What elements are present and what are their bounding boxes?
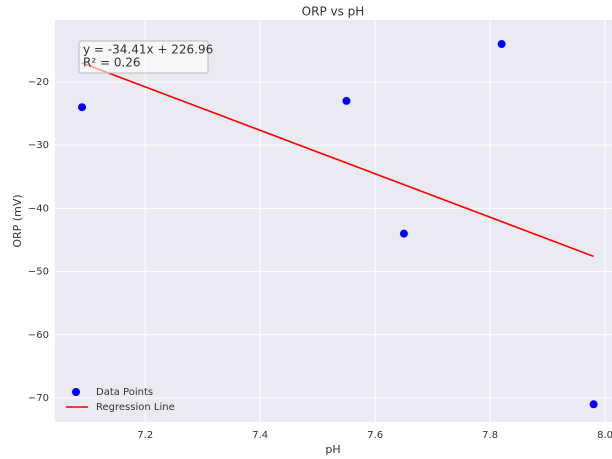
x-axis-label: pH	[325, 443, 340, 456]
x-tick-label: 7.8	[482, 430, 498, 441]
y-axis-label: ORP (mV)	[11, 194, 24, 247]
chart-title: ORP vs pH	[302, 5, 365, 19]
y-tick-label: −30	[28, 140, 49, 151]
x-tick-label: 8.0	[597, 430, 612, 441]
annotation-text: R² = 0.26	[83, 56, 141, 70]
x-tick-label: 7.2	[137, 430, 153, 441]
data-point	[399, 229, 408, 238]
data-point	[497, 40, 506, 49]
legend-marker	[72, 388, 80, 396]
annotation-text: y = -34.41x + 226.96	[83, 43, 213, 57]
data-point	[342, 96, 351, 105]
y-tick-label: −20	[28, 77, 49, 88]
x-tick-label: 7.4	[252, 430, 268, 441]
data-point	[78, 103, 87, 112]
data-point	[589, 400, 598, 409]
x-tick-label: 7.6	[367, 430, 383, 441]
y-tick-label: −50	[28, 267, 49, 278]
plot-area	[55, 20, 612, 422]
legend-label: Data Points	[96, 387, 153, 398]
y-tick-label: −60	[28, 330, 49, 341]
y-tick-label: −70	[28, 393, 49, 404]
annotation-box	[78, 40, 209, 74]
legend-label: Regression Line	[96, 402, 175, 413]
regression-line	[81, 62, 594, 258]
y-tick-label: −40	[28, 203, 49, 214]
